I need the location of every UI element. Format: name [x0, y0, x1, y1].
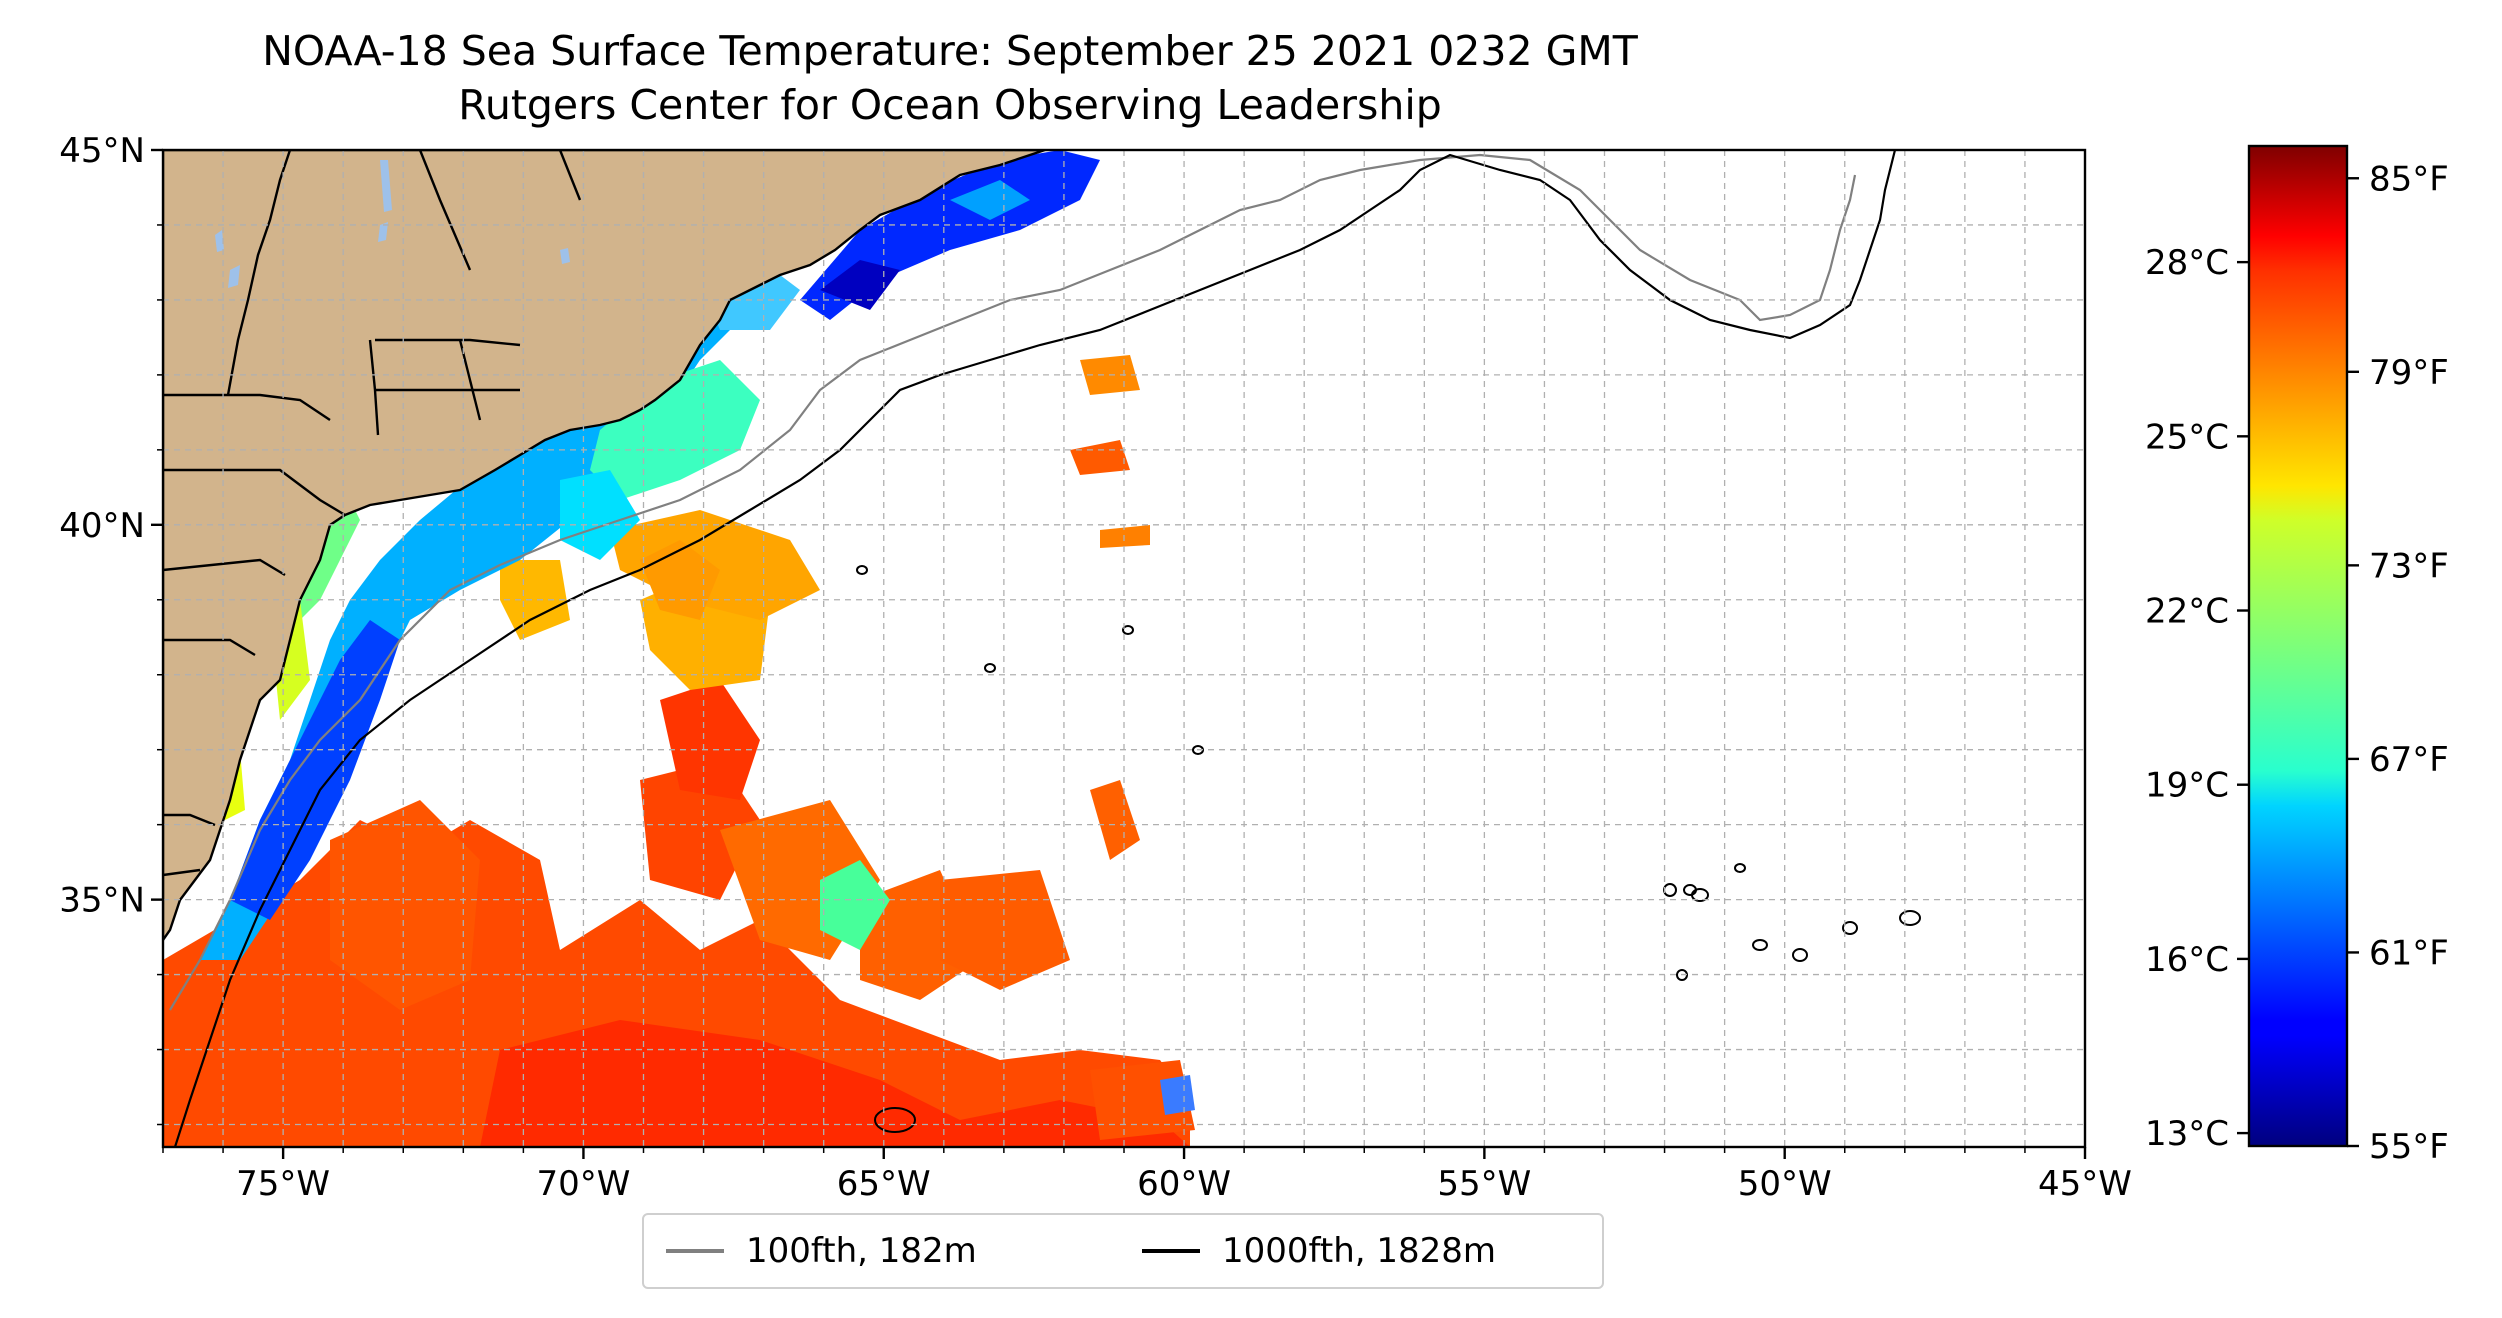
sst-data-layer — [163, 150, 1195, 1147]
celsius-tick-label: 16°C — [2145, 940, 2229, 980]
fahrenheit-tick-label: 61°F — [2369, 933, 2449, 973]
legend-label-100fth: 100fth, 182m — [746, 1231, 977, 1271]
lakes — [215, 160, 570, 288]
colorbar-celsius-axis: 28°C 25°C 22°C 19°C 16°C 13°C — [2145, 243, 2249, 1154]
lon-tick-label: 45°W — [2038, 1164, 2132, 1204]
fahrenheit-tick-label: 55°F — [2369, 1127, 2449, 1167]
celsius-tick-label: 28°C — [2145, 243, 2229, 283]
legend-swatch-black — [1142, 1249, 1200, 1253]
grid-lines — [163, 150, 2085, 1147]
celsius-tick-label: 22°C — [2145, 592, 2229, 632]
isobath-1000fth — [173, 150, 1897, 1147]
fahrenheit-tick-label: 85°F — [2369, 159, 2449, 199]
colorbar-frame — [2247, 144, 2349, 1148]
legend: 100fth, 182m 1000fth, 1828m — [642, 1213, 1604, 1289]
legend-item-1000fth: 1000fth, 1828m — [1142, 1231, 1496, 1271]
land-mass — [163, 150, 1046, 943]
legend-label-1000fth: 1000fth, 1828m — [1222, 1231, 1497, 1271]
lon-tick-label: 75°W — [236, 1164, 330, 1204]
longitude-axis: 75°W 70°W 65°W 60°W 55°W 50°W 45°W — [162, 1147, 2132, 1204]
fahrenheit-tick-label: 67°F — [2369, 740, 2449, 780]
lon-tick-label: 70°W — [536, 1164, 630, 1204]
celsius-tick-label: 19°C — [2145, 766, 2229, 806]
fahrenheit-tick-label: 79°F — [2369, 353, 2449, 393]
lat-tick-label: 35°N — [59, 881, 145, 921]
legend-item-100fth: 100fth, 182m — [666, 1231, 977, 1271]
lon-tick-label: 55°W — [1437, 1164, 1531, 1204]
lat-tick-label: 45°N — [59, 131, 145, 171]
lon-tick-label: 60°W — [1137, 1164, 1231, 1204]
lon-tick-label: 50°W — [1738, 1164, 1832, 1204]
state-borders — [163, 150, 582, 877]
latitude-axis: 45°N 40°N 35°N — [59, 131, 163, 1126]
lat-tick-label: 40°N — [59, 506, 145, 546]
map-title: NOAA-18 Sea Surface Temperature: Septemb… — [262, 27, 1638, 75]
celsius-tick-label: 25°C — [2145, 417, 2229, 457]
celsius-tick-label: 13°C — [2145, 1114, 2229, 1154]
sst-map — [163, 150, 2085, 1147]
colorbar-fahrenheit-axis: 85°F 79°F 73°F 67°F 61°F 55°F — [2347, 159, 2449, 1167]
lon-tick-label: 65°W — [837, 1164, 931, 1204]
map-subtitle: Rutgers Center for Ocean Observing Leade… — [458, 81, 1442, 129]
legend-swatch-gray — [666, 1249, 724, 1253]
colorbar-gradient — [2249, 146, 2347, 1146]
fahrenheit-tick-label: 73°F — [2369, 546, 2449, 586]
